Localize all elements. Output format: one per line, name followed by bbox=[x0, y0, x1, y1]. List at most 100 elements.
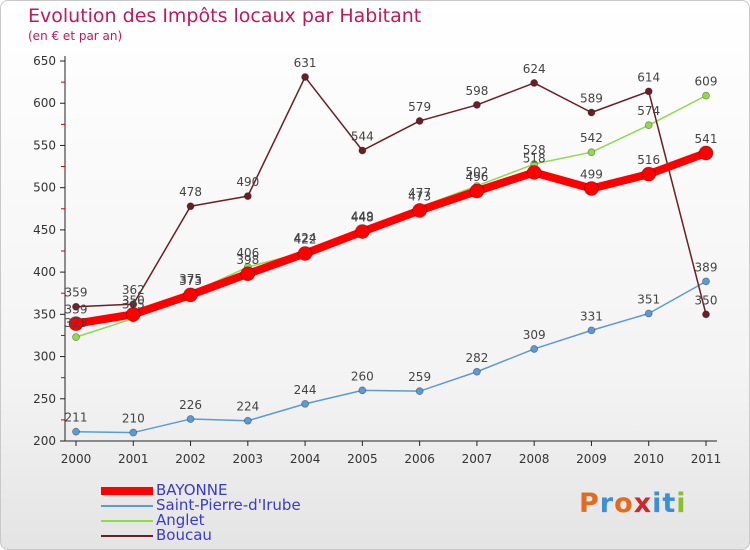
data-point-saint-pierre-d-irube bbox=[72, 427, 80, 436]
x-tick-label: 2009 bbox=[576, 452, 607, 466]
data-point-bayonne bbox=[240, 266, 256, 282]
chart-subtitle: (en € et par an) bbox=[28, 29, 123, 43]
x-tick-label: 2005 bbox=[347, 452, 378, 466]
y-tick-label: 450 bbox=[33, 223, 56, 237]
legend-swatch-anglet bbox=[101, 520, 153, 522]
data-point-bayonne bbox=[526, 165, 542, 180]
data-point-boucau bbox=[301, 73, 309, 81]
data-point-bayonne bbox=[698, 145, 714, 161]
y-tick-label: 200 bbox=[33, 434, 56, 448]
data-point-bayonne bbox=[68, 316, 84, 332]
data-label-anglet: 502 bbox=[465, 165, 488, 179]
data-point-saint-pierre-d-irube bbox=[129, 428, 138, 437]
data-point-boucau bbox=[473, 101, 481, 109]
x-tick-label: 2001 bbox=[118, 452, 149, 466]
data-point-bayonne bbox=[297, 246, 313, 261]
data-label-bayonne: 339 bbox=[65, 303, 88, 317]
legend-label-bayonne: BAYONNE bbox=[156, 481, 228, 499]
y-tick-label: 650 bbox=[33, 54, 56, 68]
data-label-saint-pierre-d-irube: 309 bbox=[523, 328, 546, 342]
data-label-anglet: 424 bbox=[294, 231, 317, 245]
x-tick-label: 2004 bbox=[290, 452, 321, 466]
y-tick-label: 250 bbox=[33, 392, 56, 406]
data-label-saint-pierre-d-irube: 244 bbox=[294, 383, 317, 397]
data-label-anglet: 528 bbox=[523, 143, 546, 157]
data-point-bayonne bbox=[641, 166, 657, 182]
data-point-boucau bbox=[530, 79, 539, 87]
logo-letter: x bbox=[633, 488, 653, 519]
data-point-bayonne bbox=[469, 183, 485, 199]
x-tick-label: 2007 bbox=[462, 452, 493, 466]
data-label-bayonne: 516 bbox=[637, 153, 660, 167]
y-tick-label: 500 bbox=[33, 181, 56, 195]
data-label-boucau: 359 bbox=[65, 286, 88, 300]
x-tick-label: 2000 bbox=[61, 452, 92, 466]
data-point-saint-pierre-d-irube bbox=[243, 416, 252, 425]
data-label-boucau: 350 bbox=[695, 293, 718, 307]
y-tick-label: 550 bbox=[33, 138, 56, 152]
data-point-bayonne bbox=[412, 203, 428, 218]
data-point-anglet bbox=[702, 91, 710, 100]
data-point-boucau bbox=[72, 302, 80, 311]
x-tick-label: 2011 bbox=[691, 452, 722, 466]
x-tick-label: 2003 bbox=[233, 452, 264, 466]
logo-letter: i bbox=[652, 488, 663, 519]
logo-letter: r bbox=[599, 488, 615, 519]
data-label-saint-pierre-d-irube: 259 bbox=[408, 370, 431, 384]
logo-letter: o bbox=[614, 488, 634, 519]
data-label-anglet: 477 bbox=[408, 186, 431, 200]
data-point-bayonne bbox=[354, 224, 370, 239]
data-label-boucau: 544 bbox=[351, 130, 374, 144]
data-label-bayonne: 499 bbox=[580, 168, 603, 182]
data-label-saint-pierre-d-irube: 224 bbox=[236, 400, 259, 414]
data-point-boucau bbox=[644, 87, 653, 96]
y-tick-label: 600 bbox=[33, 96, 56, 110]
legend-swatch-saint-pierre-d-irube bbox=[101, 505, 153, 507]
data-label-saint-pierre-d-irube: 389 bbox=[695, 260, 718, 274]
data-label-saint-pierre-d-irube: 260 bbox=[351, 369, 374, 383]
y-tick-label: 350 bbox=[33, 307, 56, 321]
data-point-anglet bbox=[587, 148, 596, 157]
data-point-saint-pierre-d-irube bbox=[702, 277, 710, 286]
legend-label-saint-pierre-d-irube: Saint-Pierre-d'Irube bbox=[156, 496, 301, 514]
data-label-saint-pierre-d-irube: 211 bbox=[65, 411, 88, 425]
proxiti-logo: Proxiti bbox=[579, 488, 687, 519]
data-label-boucau: 614 bbox=[637, 70, 660, 84]
data-label-saint-pierre-d-irube: 331 bbox=[580, 309, 603, 323]
logo-letter: P bbox=[579, 488, 600, 519]
data-point-saint-pierre-d-irube bbox=[358, 386, 367, 395]
data-label-bayonne: 350 bbox=[122, 293, 145, 307]
data-point-saint-pierre-d-irube bbox=[644, 309, 653, 318]
data-point-boucau bbox=[358, 146, 367, 155]
x-tick-label: 2002 bbox=[175, 452, 206, 466]
legend-swatch-bayonne bbox=[101, 487, 153, 495]
data-point-anglet bbox=[72, 333, 80, 342]
logo-letter: t bbox=[662, 488, 677, 519]
data-label-anglet: 449 bbox=[351, 210, 374, 224]
data-label-bayonne: 541 bbox=[695, 132, 718, 146]
data-label-boucau: 579 bbox=[408, 100, 431, 114]
data-label-saint-pierre-d-irube: 226 bbox=[179, 398, 202, 412]
data-label-anglet: 323 bbox=[65, 316, 88, 330]
data-label-anglet: 345 bbox=[122, 298, 145, 312]
data-point-bayonne bbox=[183, 287, 198, 303]
data-point-boucau bbox=[702, 310, 710, 319]
data-label-bayonne: 473 bbox=[408, 189, 431, 203]
data-label-boucau: 362 bbox=[122, 283, 145, 297]
data-point-boucau bbox=[415, 117, 424, 125]
data-label-boucau: 624 bbox=[523, 62, 546, 76]
x-tick-label: 2006 bbox=[404, 452, 435, 466]
data-label-bayonne: 422 bbox=[294, 233, 317, 247]
data-point-saint-pierre-d-irube bbox=[473, 367, 481, 376]
series-line-boucau bbox=[75, 76, 707, 316]
x-tick-label: 2010 bbox=[633, 452, 664, 466]
data-point-saint-pierre-d-irube bbox=[186, 415, 195, 423]
x-tick-label: 2008 bbox=[519, 452, 550, 466]
data-label-bayonne: 448 bbox=[351, 211, 374, 225]
chart-title: Evolution des Impôts locaux par Habitant bbox=[28, 5, 422, 27]
series-line-bayonne bbox=[72, 149, 710, 328]
legend-label-boucau: Boucau bbox=[156, 526, 212, 544]
legend-label-anglet: Anglet bbox=[156, 511, 205, 529]
data-label-anglet: 609 bbox=[695, 75, 718, 89]
legend-swatch-boucau bbox=[101, 535, 153, 537]
